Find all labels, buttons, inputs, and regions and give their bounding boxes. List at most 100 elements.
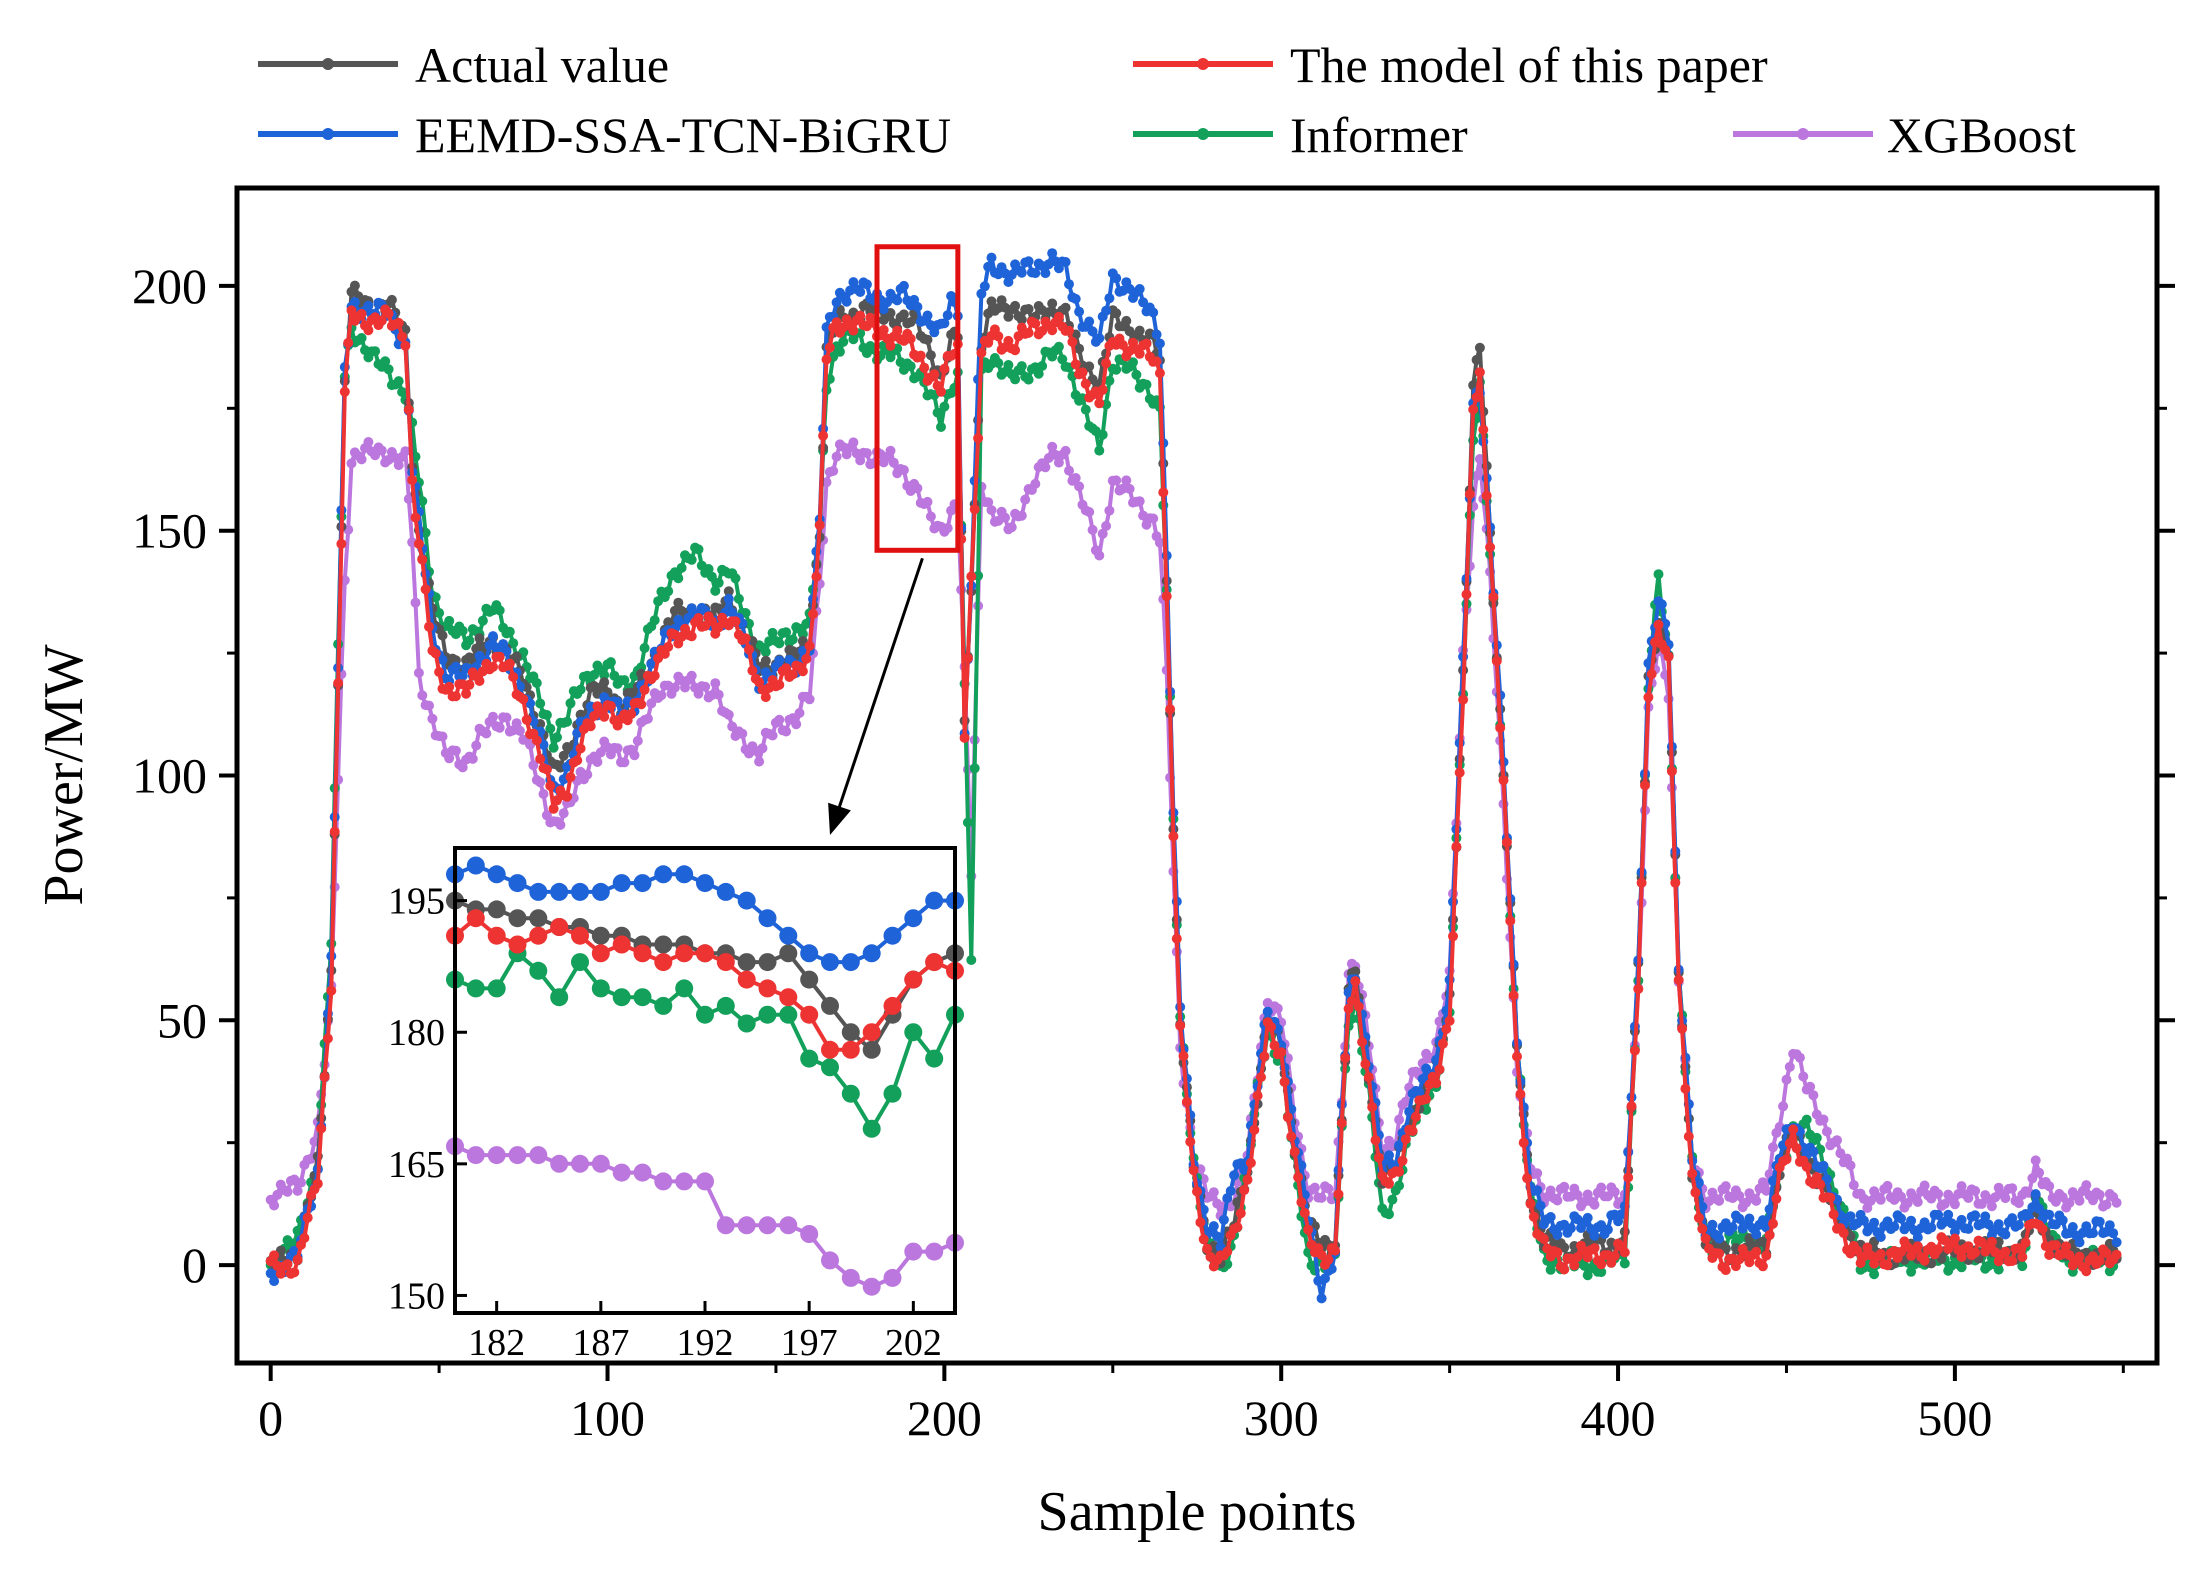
data-point <box>356 333 367 343</box>
data-point <box>2017 1261 2028 1272</box>
data-point <box>582 769 593 780</box>
data-point <box>1178 1051 1189 1061</box>
data-point <box>1751 1229 1762 1240</box>
data-point <box>2030 1155 2041 1166</box>
inset-data-point <box>925 953 944 972</box>
data-point <box>1798 1071 1809 1082</box>
data-point <box>1070 473 1081 483</box>
data-point <box>855 455 866 466</box>
data-point <box>646 659 657 669</box>
data-point <box>1394 1114 1405 1125</box>
data-point <box>1697 1223 1708 1234</box>
data-point <box>545 723 556 734</box>
data-point <box>649 615 660 626</box>
data-point <box>1279 1076 1290 1087</box>
data-point <box>1320 1273 1330 1284</box>
data-point <box>922 496 933 507</box>
data-point <box>1825 1192 1836 1203</box>
data-point <box>1589 1243 1600 1254</box>
data-point <box>1239 1164 1250 1175</box>
data-point <box>1121 475 1132 486</box>
data-point <box>1559 1264 1570 1275</box>
data-point <box>1697 1201 1708 1212</box>
legend-entry-paper-model: The model of this paper <box>1133 37 1768 93</box>
data-point <box>1569 1260 1580 1271</box>
data-point <box>1744 1213 1755 1224</box>
data-point <box>797 629 808 639</box>
inset-data-point <box>633 944 652 963</box>
data-point <box>2074 1237 2085 1248</box>
data-point <box>855 287 866 297</box>
data-point <box>821 477 832 488</box>
data-point <box>397 387 408 397</box>
data-point <box>1933 1209 1944 1220</box>
data-point <box>824 342 835 353</box>
inset-data-point <box>466 979 485 998</box>
data-point <box>1148 307 1159 318</box>
data-point <box>730 573 741 584</box>
data-point <box>1303 1224 1314 1235</box>
data-point <box>1064 325 1074 336</box>
data-point <box>1720 1265 1731 1276</box>
zoom-arrow <box>834 557 924 818</box>
data-point <box>905 333 916 344</box>
data-point <box>545 780 556 791</box>
data-point <box>1047 248 1058 259</box>
data-point <box>1875 1249 1886 1259</box>
data-point <box>1134 348 1145 359</box>
data-point <box>1097 384 1108 395</box>
inset-data-point <box>800 1005 819 1024</box>
data-point <box>380 356 391 367</box>
data-point <box>444 615 455 626</box>
inset-data-point <box>487 926 506 945</box>
data-point <box>639 684 650 695</box>
data-point <box>1030 478 1041 489</box>
data-point <box>1047 441 1058 452</box>
data-point <box>1094 398 1105 409</box>
inset-data-point <box>591 979 610 998</box>
data-point <box>2088 1195 2098 1206</box>
inset-data-point <box>758 1005 777 1024</box>
data-point <box>1010 300 1021 311</box>
data-point <box>966 955 977 965</box>
data-point <box>413 667 424 678</box>
data-point <box>2000 1229 2011 1240</box>
data-point <box>477 615 488 626</box>
data-point <box>1501 837 1512 848</box>
inset-data-point <box>487 900 506 919</box>
data-point <box>1053 341 1064 352</box>
data-point <box>1980 1211 1991 1222</box>
data-point <box>1097 429 1108 440</box>
data-point <box>450 745 461 756</box>
data-point <box>1821 1126 1832 1137</box>
data-point <box>1134 284 1145 294</box>
data-point <box>1461 589 1472 600</box>
data-point <box>2050 1240 2061 1251</box>
data-point <box>1646 669 1657 679</box>
data-point <box>1673 975 1684 985</box>
inset-data-point <box>800 1049 819 1068</box>
data-point <box>1151 329 1162 340</box>
inset-data-point <box>904 909 923 928</box>
inset-data-point <box>883 1268 902 1287</box>
data-point <box>1491 656 1502 666</box>
data-point <box>511 651 522 662</box>
data-point <box>1485 542 1496 553</box>
data-point <box>1330 1245 1341 1256</box>
data-point <box>605 701 616 711</box>
inset-data-point <box>821 953 839 972</box>
data-point <box>723 586 734 597</box>
data-point <box>898 309 909 320</box>
data-point <box>457 762 468 773</box>
data-point <box>2111 1237 2122 1248</box>
data-point <box>1963 1241 1974 1252</box>
data-point <box>1151 356 1162 367</box>
data-point <box>1488 592 1499 602</box>
data-point <box>605 657 616 668</box>
data-point <box>1239 1185 1250 1196</box>
data-point <box>1296 1160 1307 1171</box>
data-point <box>1801 1161 1812 1172</box>
inset-x-tick-label: 197 <box>781 1322 838 1364</box>
inset-y-tick-label: 165 <box>388 1144 445 1186</box>
